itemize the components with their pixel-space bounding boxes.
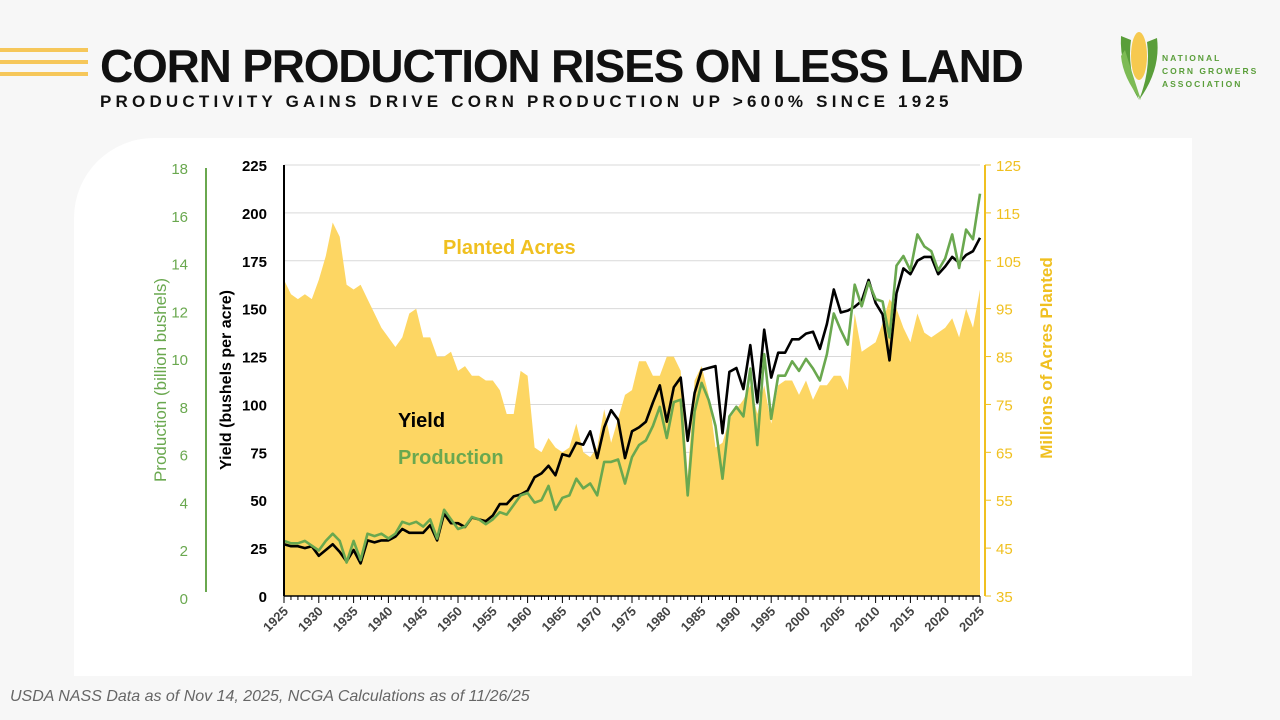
production-tick-label: 12 — [171, 304, 188, 321]
logo-line-1: NATIONAL — [1162, 53, 1222, 63]
yield-axis-title: Yield (bushels per acre) — [218, 290, 235, 470]
logo-text: NATIONAL CORN GROWERS ASSOCIATION — [1162, 52, 1258, 91]
acres-tick-label: 125 — [996, 158, 1021, 175]
x-tick-label: 1980 — [643, 604, 674, 635]
x-tick-label: 2000 — [782, 604, 813, 635]
acres-tick-label: 85 — [996, 350, 1013, 367]
yield-tick-label: 50 — [250, 493, 267, 510]
x-tick-label: 1930 — [295, 604, 326, 635]
x-tick-label: 2025 — [956, 604, 987, 635]
x-tick-label: 1945 — [399, 604, 430, 635]
page-title: CORN PRODUCTION RISES ON LESS LAND — [100, 40, 1024, 92]
production-tick-label: 14 — [171, 257, 188, 274]
yield-tick-label: 100 — [242, 397, 267, 414]
acres-tick-label: 55 — [996, 493, 1013, 510]
yield-tick-label: 175 — [242, 254, 267, 271]
production-axis-title: Production (billion bushels) — [151, 278, 170, 482]
acres-tick-label: 75 — [996, 397, 1013, 414]
corn-cob-icon — [1120, 32, 1158, 100]
production-tick-label: 0 — [180, 591, 188, 608]
annotation-planted-acres: Planted Acres — [443, 237, 576, 259]
x-tick-label: 1965 — [538, 604, 569, 635]
acres-tick-label: 45 — [996, 541, 1013, 558]
acres-tick-label: 35 — [996, 589, 1013, 606]
production-tick-label: 16 — [171, 209, 188, 226]
yield-tick-label: 75 — [250, 445, 267, 462]
annotation-yield: Yield — [398, 410, 445, 432]
x-tick-label: 1960 — [504, 604, 535, 635]
ncga-logo — [1115, 26, 1265, 102]
yield-tick-label: 200 — [242, 206, 267, 223]
source-footnote: USDA NASS Data as of Nov 14, 2025, NCGA … — [10, 688, 530, 705]
axes — [205, 164, 991, 603]
logo-line-3: ASSOCIATION — [1162, 79, 1243, 89]
yield-tick-label: 225 — [242, 158, 267, 175]
production-tick-label: 4 — [180, 495, 188, 512]
x-tick-label: 1940 — [364, 604, 395, 635]
yield-tick-label: 25 — [250, 541, 267, 558]
x-tick-label: 1990 — [712, 604, 743, 635]
logo-line-2: CORN GROWERS — [1162, 66, 1259, 76]
acres-tick-label: 95 — [996, 302, 1013, 319]
x-tick-label: 1935 — [330, 604, 361, 635]
x-tick-label: 1985 — [678, 604, 709, 635]
production-tick-label: 2 — [180, 543, 188, 560]
annotation-production: Production — [398, 447, 504, 469]
yield-tick-label: 150 — [242, 302, 267, 319]
production-tick-label: 10 — [171, 352, 188, 369]
x-tick-label: 1970 — [573, 604, 604, 635]
acres-tick-label: 65 — [996, 445, 1013, 462]
page-subtitle: PRODUCTIVITY GAINS DRIVE CORN PRODUCTION… — [100, 92, 953, 111]
production-tick-label: 6 — [180, 448, 188, 465]
acres-tick-label: 115 — [996, 206, 1020, 223]
x-tick-label: 1925 — [260, 604, 291, 635]
yield-tick-label: 125 — [242, 350, 267, 367]
x-tick-label: 1955 — [469, 604, 500, 635]
x-tick-label: 1950 — [434, 604, 465, 635]
x-tick-label: 2005 — [817, 604, 848, 635]
yield-tick-label: 0 — [259, 589, 267, 606]
acres-axis-title: Millions of Acres Planted — [1037, 257, 1056, 459]
planted-acres-area — [284, 222, 980, 596]
x-tick-label: 2020 — [921, 604, 952, 635]
production-tick-label: 18 — [171, 161, 188, 178]
decorative-stripes — [0, 48, 88, 84]
production-line — [283, 193, 982, 564]
x-tick-label: 1975 — [608, 604, 639, 635]
x-tick-label: 2015 — [886, 604, 917, 635]
acres-tick-label: 105 — [996, 254, 1021, 271]
x-tick-label: 1995 — [747, 604, 778, 635]
production-tick-label: 8 — [180, 400, 188, 417]
x-tick-label: 2010 — [852, 604, 883, 635]
